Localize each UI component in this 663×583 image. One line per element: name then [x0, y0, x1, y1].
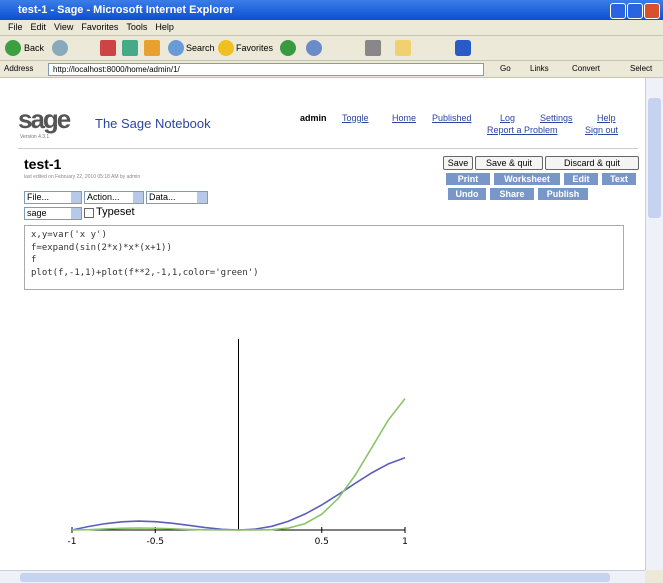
tab[interactable]: Text: [602, 173, 636, 185]
menu-select[interactable]: File...: [24, 191, 82, 204]
print-icon[interactable]: [365, 40, 381, 56]
scroll-thumb[interactable]: [648, 98, 661, 218]
system-select[interactable]: sage: [24, 207, 82, 220]
x-tick-label: 0.5: [315, 537, 329, 547]
divider: [18, 148, 638, 149]
version: Version 4.3.1: [20, 134, 50, 140]
menu[interactable]: File: [8, 22, 23, 32]
back[interactable]: Back: [24, 43, 45, 53]
close[interactable]: [644, 3, 660, 19]
link[interactable]: Sign out: [585, 125, 619, 135]
button[interactable]: Discard & quit: [545, 156, 639, 170]
stop-icon[interactable]: [100, 40, 116, 56]
address-bar: Address http://localhost:8000/home/admin…: [0, 61, 663, 78]
tab[interactable]: Undo: [448, 188, 486, 200]
tab[interactable]: Publish: [538, 188, 588, 200]
toolbar: Back Search Favorites: [0, 36, 663, 61]
code-line: plot(f,-1,1)+plot(f**2,-1,1,color='green…: [31, 267, 259, 278]
user: admin: [300, 113, 327, 123]
tab[interactable]: Print: [446, 173, 490, 185]
code-cell[interactable]: x,y=var('x y') f=expand(sin(2*x)*x*(x+1)…: [24, 225, 624, 290]
home-icon[interactable]: [144, 40, 160, 56]
x-tick-label: -0.5: [146, 537, 164, 547]
link[interactable]: Report a Problem: [487, 125, 558, 135]
link[interactable]: Help: [597, 113, 616, 123]
back-icon[interactable]: [5, 40, 21, 56]
tab[interactable]: Edit: [564, 173, 598, 185]
folder-icon[interactable]: [395, 40, 411, 56]
menu[interactable]: Edit: [30, 22, 47, 32]
select[interactable]: Select: [630, 64, 653, 73]
favorites[interactable]: Favorites: [236, 43, 274, 53]
tab[interactable]: Worksheet: [494, 173, 560, 185]
code-line: f=expand(sin(2*x)*x*(x+1)): [31, 242, 172, 253]
button[interactable]: Save & quit: [475, 156, 543, 170]
menu-select[interactable]: Data...: [146, 191, 208, 204]
link[interactable]: Home: [392, 113, 417, 123]
typeset: Typeset: [96, 206, 135, 218]
menu-bar: File Edit View Favorites Tools Help: [0, 20, 663, 36]
menu[interactable]: View: [54, 22, 74, 32]
maximize[interactable]: [627, 3, 643, 19]
link[interactable]: Toggle: [342, 113, 369, 123]
code-line: f: [31, 255, 37, 265]
history-icon[interactable]: [306, 40, 322, 56]
x-tick-label: -1: [68, 537, 77, 547]
menu[interactable]: Favorites: [81, 22, 119, 32]
minimize[interactable]: [610, 3, 626, 19]
refresh-icon[interactable]: [122, 40, 138, 56]
search-icon[interactable]: [168, 40, 184, 56]
page: sage Version 4.3.1 The Sage Notebook adm…: [0, 78, 645, 570]
tab[interactable]: Share: [490, 188, 534, 200]
links[interactable]: Links: [530, 64, 549, 73]
app-icon[interactable]: [455, 40, 471, 56]
logo: sage: [18, 104, 71, 134]
menu[interactable]: Help: [155, 22, 174, 32]
horizontal-scrollbar[interactable]: [0, 570, 645, 583]
worksheet-name: test-1: [24, 156, 62, 172]
window-title: test-1 - Sage - Microsoft Internet Explo…: [18, 4, 234, 16]
code-line: x,y=var('x y'): [31, 230, 107, 240]
edited: last edited on February 22, 2010 05:18 A…: [24, 174, 141, 180]
checkbox[interactable]: [84, 208, 94, 218]
link[interactable]: Log: [500, 113, 516, 123]
scroll-thumb[interactable]: [20, 573, 610, 582]
vertical-scrollbar[interactable]: [645, 78, 663, 570]
forward-icon[interactable]: [52, 40, 68, 56]
go-button[interactable]: Go: [500, 64, 511, 73]
menu-select[interactable]: Action...: [84, 191, 144, 204]
favorites-icon[interactable]: [218, 40, 234, 56]
notebook-title: The Sage Notebook: [95, 116, 211, 131]
menu[interactable]: Tools: [126, 22, 148, 32]
link[interactable]: Settings: [540, 113, 573, 123]
search[interactable]: Search: [186, 43, 215, 53]
media-icon[interactable]: [280, 40, 296, 56]
plot: -1 -0.5 0.5 1: [68, 339, 408, 547]
button[interactable]: Save: [443, 156, 473, 170]
convert[interactable]: Convert: [572, 64, 601, 73]
address-input[interactable]: http://localhost:8000/home/admin/1/: [48, 63, 484, 76]
x-tick-label: 1: [402, 537, 408, 547]
address-label: Address: [4, 64, 34, 73]
title-bar: test-1 - Sage - Microsoft Internet Explo…: [0, 0, 663, 20]
curve: [71, 398, 406, 531]
link[interactable]: Published: [432, 113, 472, 123]
